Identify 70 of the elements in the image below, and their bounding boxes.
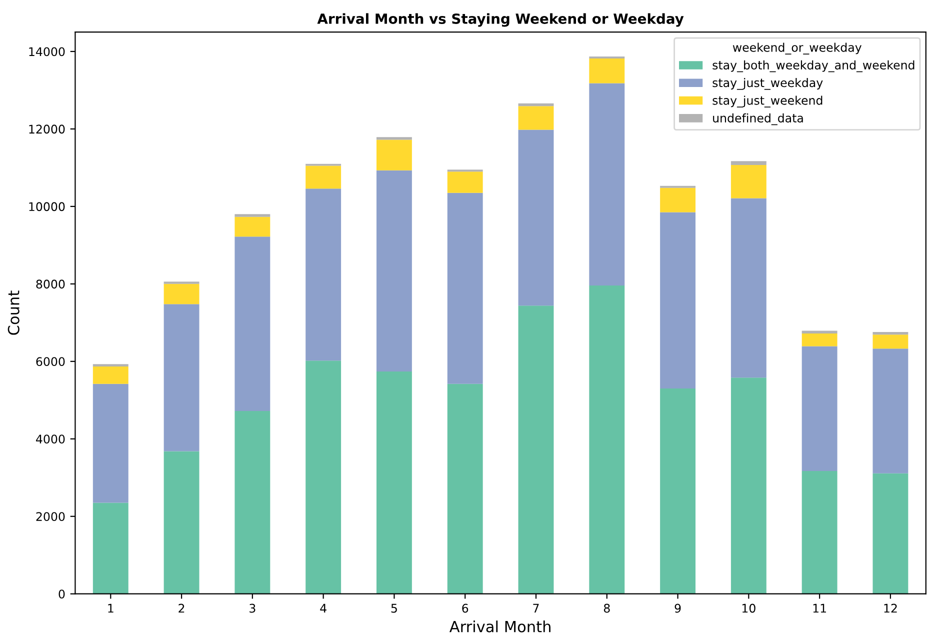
bar	[518, 103, 554, 106]
y-tick-label: 4000	[36, 434, 65, 444]
bar	[730, 161, 766, 165]
y-tick-label: 8000	[36, 280, 65, 289]
bar	[589, 58, 625, 84]
bar	[518, 130, 554, 306]
bar	[518, 106, 554, 130]
bar	[164, 451, 200, 594]
x-tick-label: 8	[604, 604, 610, 613]
bar	[872, 348, 908, 474]
x-tick-label: 1	[108, 604, 114, 613]
x-tick-label: 10	[742, 604, 756, 613]
bar	[306, 360, 342, 594]
bar	[589, 285, 625, 594]
bar	[234, 216, 270, 237]
legend-label: undefined_data	[713, 113, 803, 126]
bar	[447, 192, 483, 384]
y-tick-label: 6000	[36, 357, 65, 366]
bar	[660, 388, 696, 594]
x-axis-title: Arrival Month	[449, 620, 550, 632]
bar	[164, 284, 200, 304]
bar	[730, 198, 766, 378]
bar	[306, 166, 342, 189]
x-tick-label: 7	[533, 604, 539, 613]
x-tick-label: 2	[178, 604, 184, 613]
x-tick-label: 6	[462, 604, 468, 613]
legend-label: stay_just_weekday	[712, 78, 823, 90]
y-tick-label: 0	[58, 590, 65, 599]
legend-label: stay_just_weekend	[712, 96, 822, 108]
bar	[92, 502, 128, 594]
chart-title: Arrival Month vs Staying Weekend or Weekday	[317, 13, 684, 27]
bar	[802, 346, 838, 472]
bar	[730, 378, 766, 594]
y-axis-title: Count	[8, 290, 20, 335]
bar	[376, 170, 412, 372]
bar	[660, 212, 696, 389]
bar	[234, 214, 270, 217]
y-tick-label: 2000	[36, 512, 65, 522]
bar	[92, 384, 128, 503]
bar	[518, 306, 554, 594]
bar	[447, 384, 483, 594]
bar	[589, 83, 625, 286]
x-tick-label: 12	[884, 604, 897, 613]
bar	[234, 236, 270, 411]
bar	[164, 304, 200, 452]
bar	[872, 332, 908, 335]
x-tick-label: 9	[674, 604, 681, 613]
bar	[92, 366, 128, 384]
x-tick-label: 4	[320, 604, 326, 613]
x-tick-label: 11	[813, 604, 826, 613]
bar	[376, 371, 412, 594]
bar	[376, 137, 412, 140]
y-tick-label: 10000	[29, 202, 65, 212]
bar	[306, 188, 342, 361]
legend-title: weekend_or_weekday	[732, 42, 862, 54]
bar	[872, 473, 908, 594]
y-tick-label: 14000	[29, 47, 65, 56]
x-tick-label: 3	[250, 604, 256, 613]
bar	[802, 471, 838, 594]
bar	[730, 164, 766, 198]
y-tick-label: 12000	[29, 124, 65, 134]
x-tick-label: 5	[391, 604, 397, 613]
bar	[660, 188, 696, 212]
bar	[872, 334, 908, 349]
bar	[802, 334, 838, 346]
bar	[234, 410, 270, 594]
bar	[447, 172, 483, 193]
legend-label: stay_both_weekday_and_weekend	[712, 60, 914, 72]
bar	[376, 140, 412, 170]
bar	[802, 330, 838, 334]
